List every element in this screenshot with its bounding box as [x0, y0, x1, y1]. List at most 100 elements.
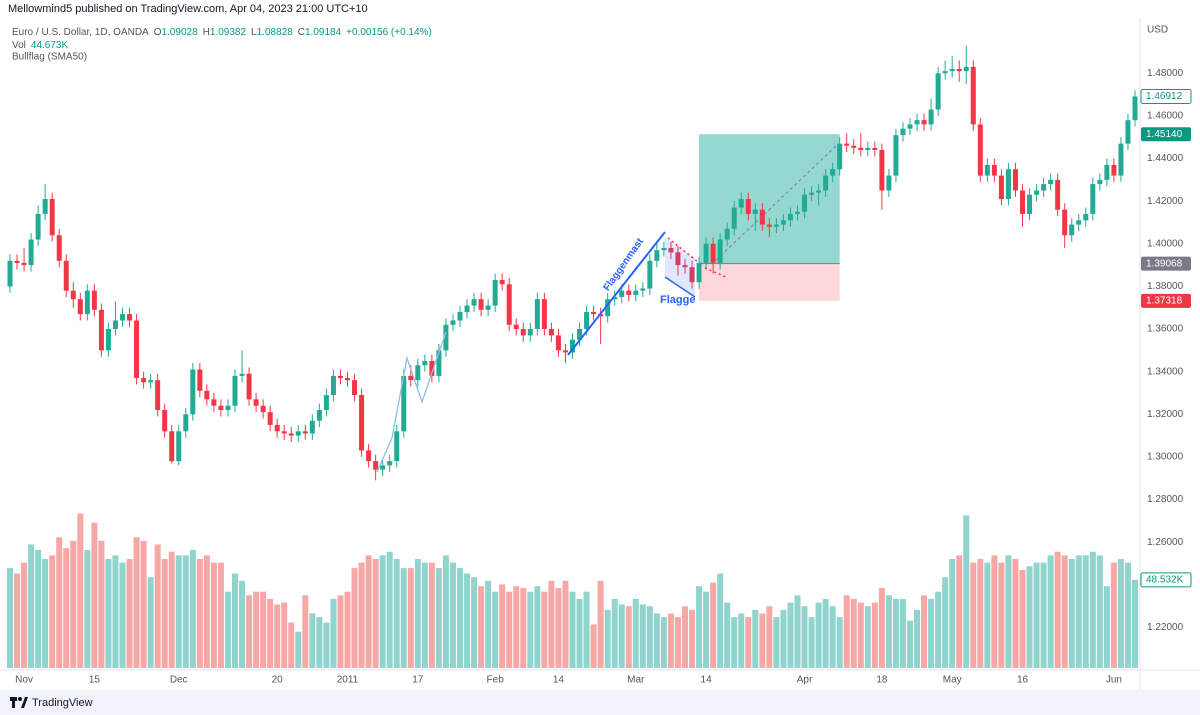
candle-body	[120, 314, 125, 321]
candle-body	[766, 224, 772, 227]
candle-body	[675, 252, 681, 266]
volume-bar	[513, 586, 520, 668]
x-tick-label: Apr	[797, 675, 813, 686]
logo-mark	[18, 697, 22, 701]
volume-bar	[541, 591, 548, 668]
volume-bar	[836, 617, 843, 668]
candle-body	[949, 69, 955, 72]
candle-body	[457, 311, 463, 321]
candle-body	[1125, 120, 1131, 144]
volume-bar	[653, 613, 660, 668]
candle-body	[1083, 213, 1089, 221]
candle-body	[239, 373, 245, 376]
legend-line: Euro / U.S. Dollar, 1D, OANDA O1.09028 H1.…	[12, 27, 432, 38]
volume-bar	[780, 609, 787, 668]
mast-line	[567, 231, 666, 356]
candle-body	[668, 248, 674, 253]
x-tick-label: Jun	[1106, 675, 1122, 686]
candle-body	[197, 369, 203, 391]
candle-body	[956, 69, 962, 72]
volume-bar	[232, 573, 238, 668]
candle-body	[548, 329, 554, 336]
candle-body	[612, 297, 618, 300]
volume-bar	[56, 537, 63, 668]
candle-body	[246, 373, 252, 400]
y-tick-label: 1.40000	[1147, 238, 1184, 249]
volume-bar	[393, 559, 400, 668]
candle-body	[28, 239, 34, 266]
candle-body	[21, 262, 27, 266]
volume-bar	[829, 606, 836, 668]
volume-bar	[98, 540, 105, 668]
candle-body	[724, 228, 730, 240]
candle-body	[1097, 179, 1103, 185]
candle-body	[577, 329, 583, 340]
candle-body	[359, 395, 365, 451]
volume-bar	[604, 609, 611, 668]
volume-bar	[154, 544, 161, 668]
x-tick-label: 14	[701, 675, 713, 686]
volume-bar	[246, 595, 253, 668]
volume-bar	[28, 544, 35, 668]
volume-bar	[1061, 555, 1068, 668]
volume-bar	[871, 602, 878, 668]
volume-bar	[224, 591, 231, 668]
candle-body	[204, 390, 210, 400]
flag-dots	[704, 267, 729, 279]
candle-body	[837, 143, 843, 170]
change: +0.00156 (+0.14%)	[346, 27, 432, 38]
volume-bar	[618, 604, 625, 668]
volume-bar	[1132, 579, 1138, 668]
y-tick-label: 1.30000	[1147, 452, 1184, 463]
candle-body	[626, 290, 632, 295]
y-tick-label: 1.44000	[1147, 153, 1184, 164]
y-tick-label: 1.28000	[1147, 494, 1184, 505]
x-tick-label: May	[943, 675, 962, 686]
candle-body	[1118, 143, 1124, 176]
candle-body	[127, 314, 133, 321]
volume-bar	[611, 598, 618, 668]
candle-body	[1132, 96, 1138, 121]
volume-bar	[576, 598, 583, 668]
y-tick-label: 1.48000	[1147, 68, 1184, 79]
volume-bar	[267, 598, 274, 668]
volume-bar	[682, 606, 688, 668]
candle-body	[380, 465, 386, 470]
price-badge-label: 1.39068	[1146, 258, 1183, 269]
volume-bar	[492, 591, 499, 668]
volume-bar	[1005, 555, 1012, 668]
candle-body	[267, 412, 273, 425]
candle-body	[225, 405, 231, 410]
x-tick-label: 15	[89, 675, 101, 686]
candle-body	[752, 209, 758, 214]
candle-body	[787, 213, 793, 221]
candle-body	[879, 150, 885, 191]
volume-bar	[295, 631, 302, 668]
volume-bar	[239, 580, 246, 668]
logo-mark	[10, 697, 17, 701]
candle-body	[1111, 164, 1117, 176]
price-badge-label: 1.45140	[1146, 129, 1183, 140]
candle-body	[35, 213, 41, 240]
volume-bar	[168, 551, 175, 668]
candle-body	[366, 450, 372, 462]
volume-bar	[253, 591, 260, 668]
candle-body	[499, 280, 505, 285]
volume-bar	[126, 559, 133, 668]
candle-body	[977, 124, 983, 176]
volume-bar	[175, 555, 182, 668]
candle-body	[1005, 169, 1011, 200]
volume-bar	[281, 602, 288, 668]
volume-bar	[991, 555, 998, 668]
candle-body	[984, 164, 990, 176]
volume-bar	[372, 559, 379, 668]
volume-bar	[1026, 566, 1033, 668]
volume-bar	[914, 609, 921, 668]
candle-body	[281, 431, 287, 434]
volume-bar	[1033, 562, 1040, 668]
volume-bar	[316, 617, 323, 668]
volume-bar	[365, 555, 372, 668]
volume-bar	[527, 591, 534, 668]
volume-bar	[998, 562, 1005, 668]
